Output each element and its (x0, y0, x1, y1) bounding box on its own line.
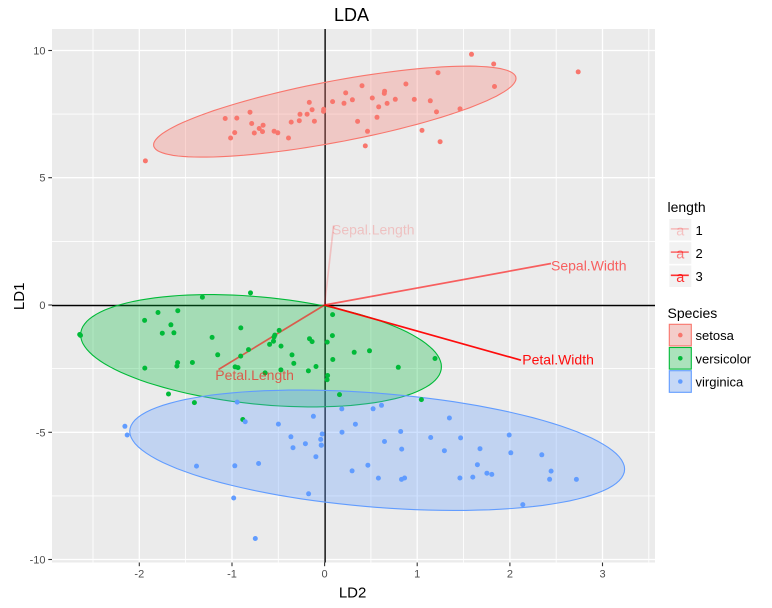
svg-text:1: 1 (696, 223, 703, 238)
svg-text:LD1: LD1 (11, 283, 28, 311)
svg-text:-10: -10 (30, 555, 46, 567)
svg-text:5: 5 (39, 173, 45, 185)
svg-text:a: a (676, 270, 685, 286)
svg-text:versicolor: versicolor (696, 351, 752, 366)
svg-text:length: length (668, 199, 706, 215)
svg-text:Species: Species (668, 305, 718, 321)
svg-text:1: 1 (414, 569, 420, 581)
svg-text:3: 3 (696, 269, 703, 284)
svg-text:a: a (676, 224, 685, 240)
svg-text:Sepal.Length: Sepal.Length (332, 222, 415, 238)
svg-text:10: 10 (33, 46, 45, 58)
svg-text:LDA: LDA (334, 5, 369, 25)
svg-text:-1: -1 (227, 569, 237, 581)
svg-text:2: 2 (507, 569, 513, 581)
svg-text:-5: -5 (36, 427, 46, 439)
svg-text:LD2: LD2 (339, 585, 367, 602)
svg-text:0: 0 (39, 300, 45, 312)
svg-text:Sepal.Width: Sepal.Width (551, 257, 626, 273)
svg-text:0: 0 (322, 569, 328, 581)
svg-text:a: a (676, 247, 685, 263)
svg-text:2: 2 (696, 246, 703, 261)
svg-text:setosa: setosa (696, 328, 735, 343)
svg-text:Petal.Width: Petal.Width (522, 352, 594, 368)
svg-text:3: 3 (599, 569, 605, 581)
svg-text:Petal.Length: Petal.Length (215, 367, 294, 383)
svg-text:-2: -2 (134, 569, 144, 581)
svg-text:virginica: virginica (696, 375, 744, 390)
